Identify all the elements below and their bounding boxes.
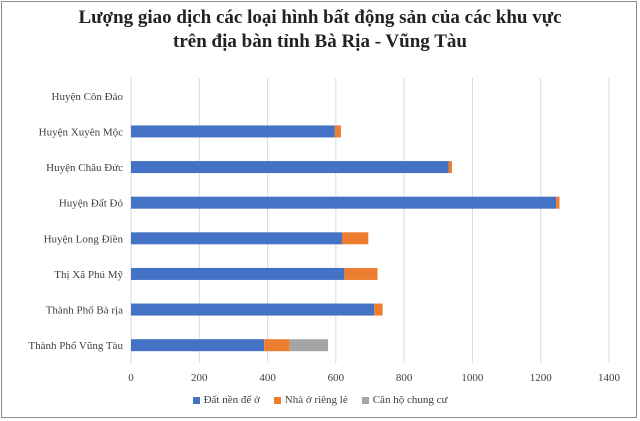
y-category-label-4: Huyện Long Điền (44, 233, 124, 245)
x-tick-label-200: 200 (191, 372, 208, 384)
x-tick-label-1200: 1200 (530, 372, 553, 384)
bar-series-1-cat-3 (556, 196, 560, 209)
legend-label-nha-o: Nhà ở riêng lẻ (284, 394, 348, 406)
bar-series-1-cat-2 (448, 161, 452, 174)
y-category-label-6: Thành Phố Bà rịa (46, 305, 123, 317)
y-category-label-3: Huyện Đất Đỏ (59, 198, 124, 210)
bar-series-0-cat-4 (131, 232, 343, 245)
y-category-label-5: Thị Xã Phú Mỹ (54, 269, 123, 281)
chart-title-line-2: trên địa bàn tỉnh Bà Rịa - Vũng Tàu (173, 31, 467, 52)
bar-series-2-cat-7 (289, 339, 329, 352)
bar-series-0-cat-7 (131, 339, 265, 352)
legend-label-can-ho: Căn hộ chung cư (372, 394, 448, 406)
legend-swatch-dat-nen (192, 396, 200, 404)
x-tick-label-1400: 1400 (598, 372, 621, 384)
legend-item-can-ho: Căn hộ chung cư (361, 394, 448, 406)
x-tick-label-600: 600 (328, 372, 345, 384)
bar-series-1-cat-4 (342, 232, 369, 245)
y-category-label-0: Huyện Côn Đảo (52, 91, 124, 103)
y-category-label-1: Huyện Xuyên Mộc (39, 126, 123, 138)
bar-series-1-cat-7 (264, 339, 290, 352)
x-tick-label-0: 0 (128, 372, 134, 384)
bar-series-0-cat-6 (131, 303, 375, 316)
legend-swatch-can-ho (361, 396, 369, 404)
legend-swatch-nha-o (273, 396, 281, 404)
x-tick-label-1000: 1000 (461, 372, 484, 384)
y-category-label-7: Thành Phố Vũng Tàu (28, 340, 123, 352)
bar-series-1-cat-5 (344, 267, 378, 280)
legend-item-dat-nen: Đất nền để ở (192, 394, 260, 406)
bar-series-0-cat-3 (131, 196, 557, 209)
bar-series-0-cat-5 (131, 267, 345, 280)
chart-title-line-1: Lượng giao dịch các loại hình bất động s… (78, 7, 562, 28)
bar-series-0-cat-2 (131, 161, 449, 174)
x-tick-label-800: 800 (396, 372, 413, 384)
legend-label-dat-nen: Đất nền để ở (203, 394, 260, 406)
chart-legend: Đất nền để ở Nhà ở riêng lẻ Căn hộ chung… (0, 394, 640, 406)
bar-series-1-cat-6 (374, 303, 383, 316)
y-category-label-2: Huyện Châu Đức (46, 162, 123, 174)
bar-series-1-cat-1 (334, 125, 341, 138)
x-tick-label-400: 400 (259, 372, 276, 384)
legend-item-nha-o: Nhà ở riêng lẻ (273, 394, 348, 406)
bar-series-0-cat-1 (131, 125, 335, 138)
